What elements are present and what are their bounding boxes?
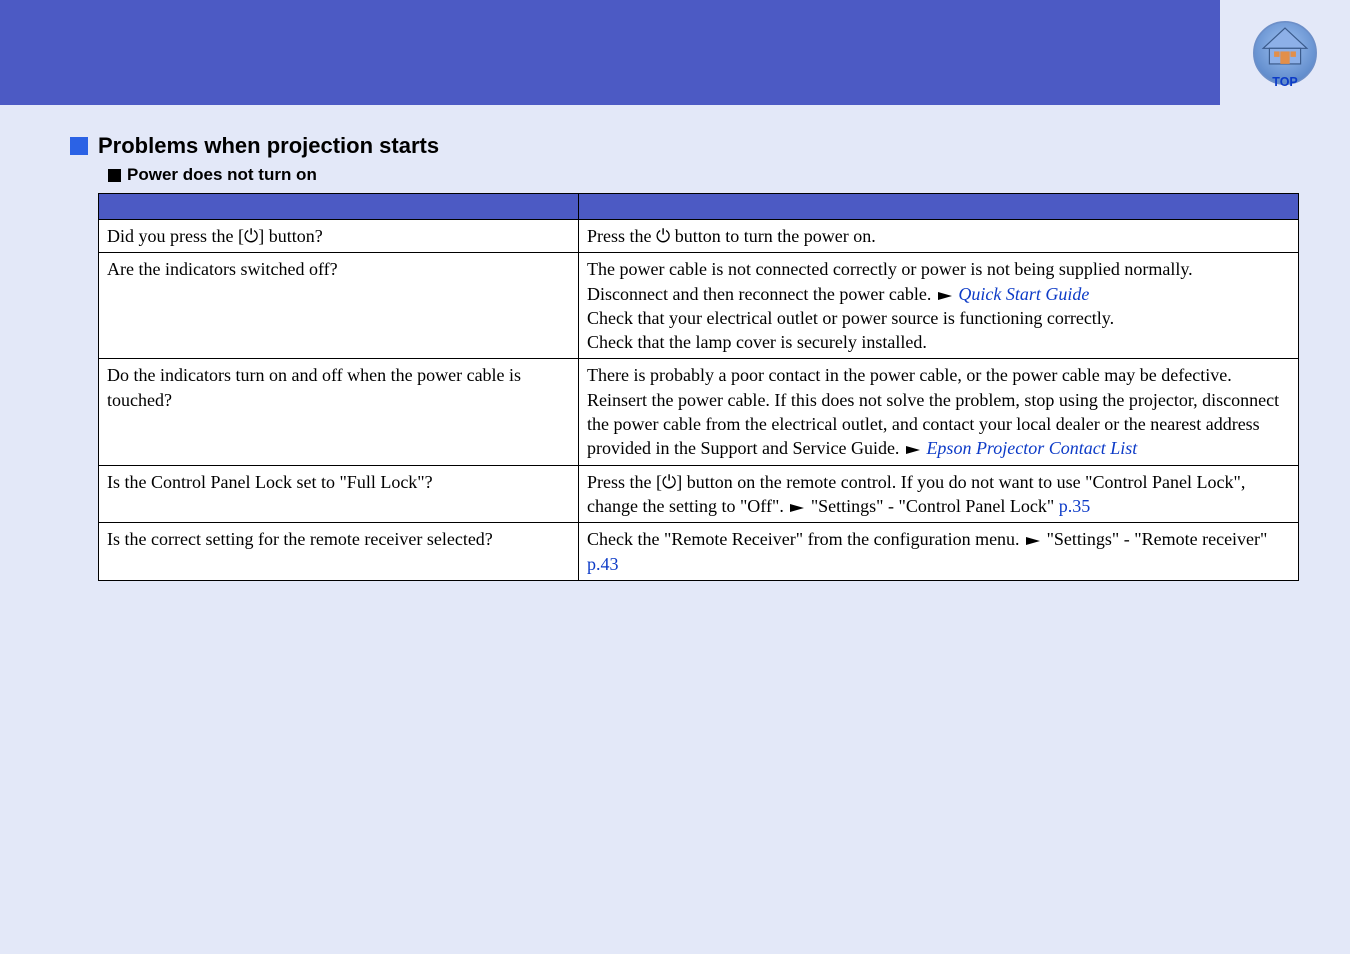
subheading-bullet-icon bbox=[108, 169, 121, 182]
table-row: Do the indicators turn on and off when t… bbox=[99, 359, 1299, 465]
subheading-row: Power does not turn on bbox=[108, 165, 1290, 185]
answer-cell: Press the ⏻ button to turn the power on. bbox=[579, 220, 1299, 253]
header-bar: TOP bbox=[0, 0, 1350, 105]
question-cell: Is the Control Panel Lock set to "Full L… bbox=[99, 465, 579, 523]
table-header-cell bbox=[579, 194, 1299, 220]
page-subheading: Power does not turn on bbox=[127, 165, 317, 185]
table-header-row bbox=[99, 194, 1299, 220]
answer-cell: Check the "Remote Receiver" from the con… bbox=[579, 523, 1299, 581]
answer-cell: The power cable is not connected correct… bbox=[579, 253, 1299, 359]
table-header-cell bbox=[99, 194, 579, 220]
top-icon-area: TOP bbox=[1220, 0, 1350, 105]
page-heading: Problems when projection starts bbox=[98, 133, 439, 159]
answer-cell: There is probably a poor contact in the … bbox=[579, 359, 1299, 465]
top-home-icon[interactable]: TOP bbox=[1246, 14, 1324, 92]
heading-bullet-icon bbox=[70, 137, 88, 155]
question-cell: Did you press the [⏻] button? bbox=[99, 220, 579, 253]
question-cell: Are the indicators switched off? bbox=[99, 253, 579, 359]
table-body: Did you press the [⏻] button?Press the ⏻… bbox=[99, 220, 1299, 581]
troubleshooting-table: Did you press the [⏻] button?Press the ⏻… bbox=[98, 193, 1299, 581]
table-row: Did you press the [⏻] button?Press the ⏻… bbox=[99, 220, 1299, 253]
question-cell: Is the correct setting for the remote re… bbox=[99, 523, 579, 581]
question-cell: Do the indicators turn on and off when t… bbox=[99, 359, 579, 465]
heading-row: Problems when projection starts bbox=[70, 133, 1290, 159]
content-area: Problems when projection starts Power do… bbox=[0, 105, 1350, 581]
top-label: TOP bbox=[1272, 74, 1297, 88]
answer-cell: Press the [⏻] button on the remote contr… bbox=[579, 465, 1299, 523]
table-row: Are the indicators switched off?The powe… bbox=[99, 253, 1299, 359]
table-row: Is the Control Panel Lock set to "Full L… bbox=[99, 465, 1299, 523]
table-row: Is the correct setting for the remote re… bbox=[99, 523, 1299, 581]
